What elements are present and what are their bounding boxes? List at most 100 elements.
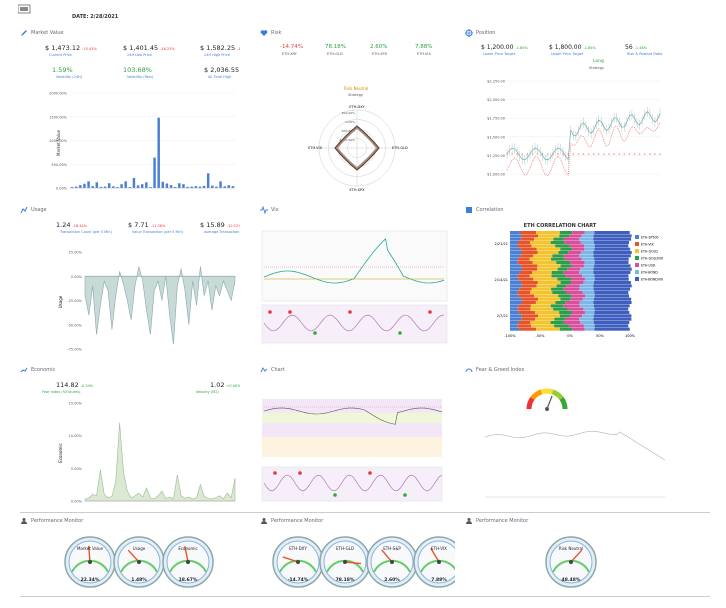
correlation-bar-segment — [559, 311, 572, 315]
vix-title: Vix — [260, 205, 279, 215]
lower-target-dot — [592, 153, 595, 155]
bar — [83, 183, 86, 188]
correlation-bar-segment — [593, 281, 631, 285]
correlation-bar-segment — [510, 234, 522, 238]
header: DATE: 2/28/2021 — [0, 0, 726, 22]
fear-greed-arc-segment — [540, 388, 554, 395]
correlation-bar-segment — [563, 287, 580, 291]
correlation-panel: Correlation ETH CORRELATION CHART 2/21/21… — [465, 205, 675, 360]
currency-prefix: $ — [123, 44, 130, 52]
heart-icon — [260, 30, 268, 36]
bar — [74, 186, 78, 188]
vix-oscillator — [263, 314, 445, 332]
correlation-bar-segment — [519, 231, 537, 235]
signal-marker — [398, 331, 402, 335]
correlation-bar-segment — [520, 237, 535, 241]
stat-change: +0.00% — [226, 384, 240, 388]
usage-stat-1: $ 7.71 -11.38% — [128, 221, 165, 229]
stat-change: -1.85% — [515, 46, 528, 50]
gauge-hub — [569, 560, 573, 564]
line-chart-icon — [260, 367, 268, 373]
correlation-bar-segment — [593, 251, 632, 255]
usage-stat-0: 1.24 -16.44% — [56, 221, 87, 229]
fear-greed-history-line — [484, 430, 666, 461]
correlation-bar-segment — [580, 251, 594, 255]
correlation-bar-segment — [517, 261, 533, 265]
correlation-bar-segment — [594, 327, 630, 331]
bar — [194, 186, 198, 188]
correlation-bar-segment — [517, 257, 530, 261]
correlation-bar-segment — [510, 294, 519, 298]
correlation-bar-segment — [593, 297, 632, 301]
correlation-bar-segment — [529, 257, 552, 261]
correlation-bar-segment — [566, 284, 580, 288]
y-tick-label: 2/21/21 — [495, 242, 509, 246]
correlation-bar-segment — [510, 284, 522, 288]
correlation-bar-segment — [593, 301, 632, 305]
radar-axis-label: ETH-SPX — [350, 188, 366, 192]
stat-value: 1,473.12 — [51, 44, 81, 52]
correlation-bar-segment — [593, 271, 631, 275]
lower-band — [262, 437, 442, 457]
legend-label: ETH-VIX — [641, 243, 654, 247]
market-value-stat-label-3: Volatility (24H) — [56, 75, 83, 79]
bar — [124, 181, 127, 188]
y-tick-label: -50.00% — [67, 323, 82, 327]
correlation-bar-segment — [582, 291, 595, 295]
lower-target-dot — [654, 153, 656, 155]
correlation-bar-segment — [594, 244, 629, 248]
correlation-bar-segment — [579, 304, 594, 308]
correlation-bar-segment — [567, 307, 584, 311]
position-panel: Position Long Strategy $2,250.00 $2,000.0… — [465, 28, 675, 198]
gauge-needle — [184, 546, 189, 563]
bar — [223, 186, 226, 188]
radar-axis-label: ETH-GLD — [392, 146, 408, 150]
bar — [173, 187, 177, 188]
market-value-stat-label-0: Current Price — [49, 53, 72, 57]
correlation-bar-segment — [537, 264, 561, 268]
position-stat-label-2: Risk & Reward Ratio — [627, 52, 663, 56]
legend-swatch — [635, 242, 639, 246]
correlation-bar-segment — [572, 231, 585, 235]
gauge-label: Market Value — [77, 546, 104, 551]
correlation-bar-segment — [584, 327, 595, 331]
y-tick-label: $1,250.00 — [487, 154, 505, 158]
bar — [198, 186, 202, 188]
gauge-needle — [430, 547, 440, 563]
correlation-bar-segment — [594, 277, 629, 281]
fear-greed-arc-segment — [526, 396, 535, 410]
correlation-bar-segment — [584, 231, 595, 235]
correlation-bar-segment — [510, 237, 521, 241]
correlation-bar-segment — [519, 271, 533, 275]
correlation-bar-segment — [581, 234, 594, 238]
lower-target-dot — [638, 153, 641, 155]
gauge-needle — [127, 549, 140, 563]
correlation-bar-segment — [594, 231, 630, 235]
correlation-bar-segment — [518, 304, 531, 308]
bar — [206, 173, 210, 188]
position-stat-1: $ 1,800.00 -1.85% — [549, 44, 596, 51]
signal-marker — [273, 471, 277, 475]
currency-prefix: $ — [45, 44, 52, 52]
correlation-bar-segment — [579, 284, 594, 288]
usage-area — [84, 266, 236, 345]
bar — [145, 182, 148, 188]
lower-target-dot — [643, 153, 646, 155]
economic-stat-0: 114.82 -0.34% — [56, 381, 93, 389]
gauge-hub — [296, 560, 300, 564]
usage-panel: Usage 25.00% 0.00% -25.00% -50.00% -75.00% Us… — [20, 205, 240, 360]
y-axis-label: Usage — [58, 295, 63, 308]
gauge-needle — [570, 549, 583, 563]
correlation-bar-segment — [593, 234, 632, 238]
signal-marker — [368, 471, 372, 475]
people-icon — [21, 518, 27, 524]
correlation-bar-segment — [564, 241, 581, 245]
perf1-gauges: Market Value 22.34% Usage 1.48% Economic 18.6… — [64, 536, 214, 588]
correlation-bar-segment — [517, 274, 530, 278]
correlation-bar-segment — [517, 244, 532, 248]
gauge-icon — [465, 368, 473, 373]
lower-target-dot — [516, 153, 518, 155]
stat-value: 2,036.55 — [210, 66, 240, 74]
correlation-stacked-chart: ETH CORRELATION CHART 2/21/21 2/14/21 2/7/2… — [495, 223, 664, 338]
y-tick-label: $1,750.00 — [487, 117, 505, 121]
